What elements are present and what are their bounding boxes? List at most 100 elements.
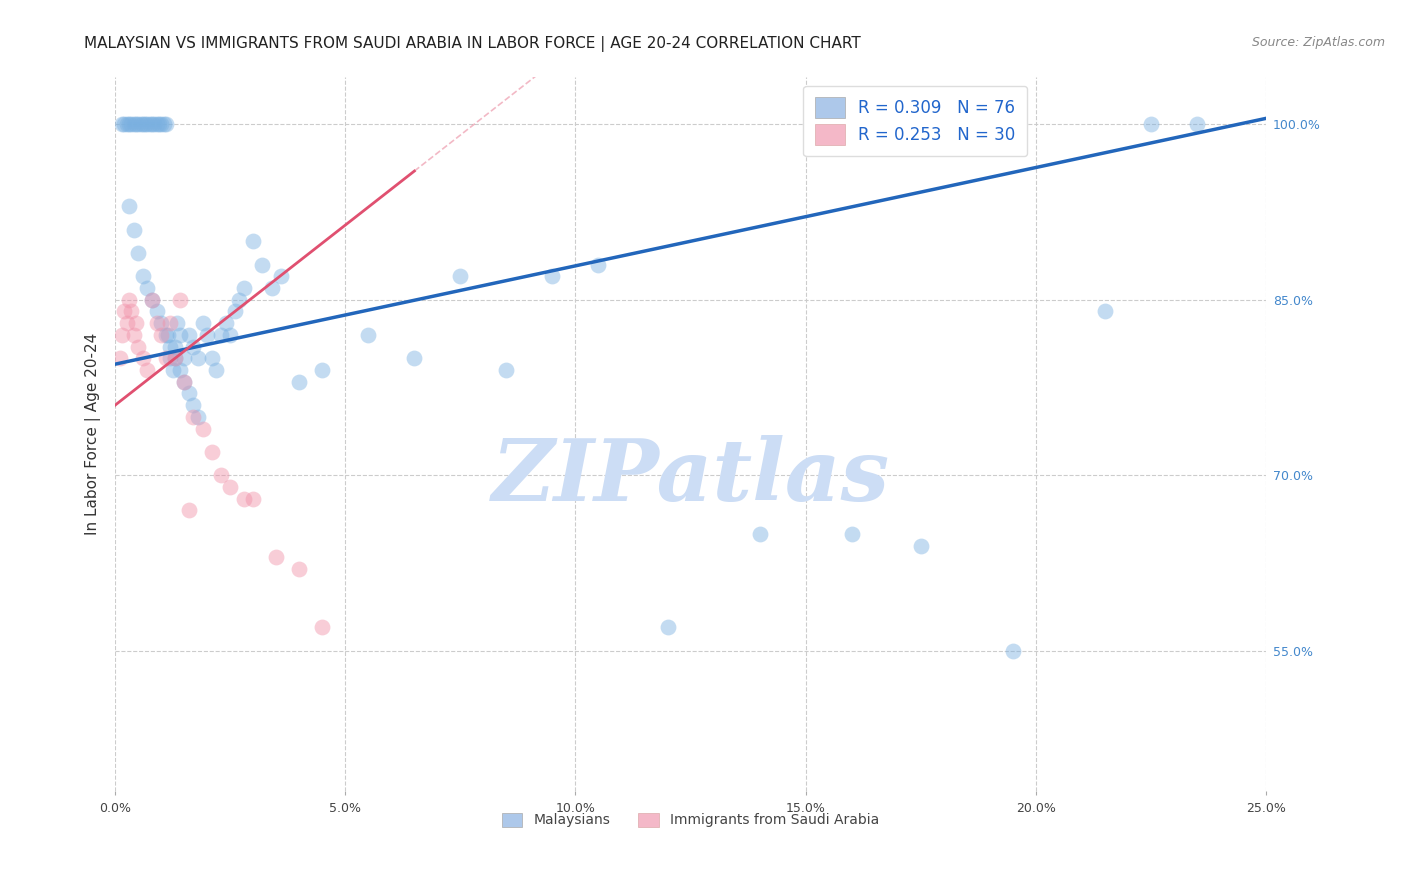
Point <box>115 117 138 131</box>
Point <box>155 327 177 342</box>
Point <box>120 304 142 318</box>
Point <box>111 327 134 342</box>
Point <box>155 117 177 131</box>
Point <box>191 316 214 330</box>
Point <box>136 363 159 377</box>
Point <box>118 293 141 307</box>
Point <box>404 351 426 366</box>
Point <box>136 281 159 295</box>
Point <box>228 293 250 307</box>
Point <box>311 620 333 634</box>
Point <box>233 491 256 506</box>
Point <box>910 539 932 553</box>
Point <box>214 316 236 330</box>
Point <box>136 117 159 131</box>
Point <box>150 117 173 131</box>
Point <box>266 550 288 565</box>
Point <box>150 327 173 342</box>
Point <box>145 316 167 330</box>
Point <box>145 304 167 318</box>
Point <box>219 480 242 494</box>
Point <box>169 293 191 307</box>
Point <box>138 117 160 131</box>
Point <box>141 117 163 131</box>
Point <box>125 117 148 131</box>
Point <box>118 199 141 213</box>
Point <box>159 340 181 354</box>
Text: ZIPatlas: ZIPatlas <box>492 435 890 519</box>
Point <box>155 351 177 366</box>
Point <box>150 316 173 330</box>
Point <box>169 363 191 377</box>
Text: Source: ZipAtlas.com: Source: ZipAtlas.com <box>1251 36 1385 49</box>
Point <box>127 340 149 354</box>
Point <box>1094 304 1116 318</box>
Point <box>205 363 228 377</box>
Point <box>270 269 292 284</box>
Point <box>495 363 517 377</box>
Point <box>1001 644 1024 658</box>
Point <box>449 269 471 284</box>
Point <box>134 117 156 131</box>
Point <box>242 491 264 506</box>
Point <box>219 327 242 342</box>
Text: MALAYSIAN VS IMMIGRANTS FROM SAUDI ARABIA IN LABOR FORCE | AGE 20-24 CORRELATION: MALAYSIAN VS IMMIGRANTS FROM SAUDI ARABI… <box>84 36 860 52</box>
Point <box>169 327 191 342</box>
Point <box>224 304 246 318</box>
Point <box>132 269 155 284</box>
Point <box>177 386 200 401</box>
Point <box>163 351 186 366</box>
Point <box>163 351 186 366</box>
Point <box>127 246 149 260</box>
Point <box>132 351 155 366</box>
Point <box>157 327 180 342</box>
Point <box>122 327 145 342</box>
Point <box>112 117 135 131</box>
Point <box>357 327 380 342</box>
Point <box>177 503 200 517</box>
Point <box>152 117 174 131</box>
Point <box>108 351 131 366</box>
Point <box>209 468 232 483</box>
Point <box>260 281 283 295</box>
Point <box>159 351 181 366</box>
Point <box>118 117 141 131</box>
Point <box>201 445 224 459</box>
Point <box>183 409 205 424</box>
Point <box>209 327 232 342</box>
Point <box>173 375 195 389</box>
Point <box>159 316 181 330</box>
Point <box>173 351 195 366</box>
Point <box>141 293 163 307</box>
Point <box>143 117 166 131</box>
Point <box>288 562 311 576</box>
Point <box>252 258 274 272</box>
Point <box>841 526 863 541</box>
Point <box>127 117 149 131</box>
Point <box>163 340 186 354</box>
Point <box>145 117 167 131</box>
Point <box>162 363 184 377</box>
Point <box>588 258 610 272</box>
Point <box>112 304 135 318</box>
Point <box>233 281 256 295</box>
Point <box>132 117 155 131</box>
Point <box>166 316 188 330</box>
Point <box>183 340 205 354</box>
Point <box>657 620 679 634</box>
Point <box>1185 117 1208 131</box>
Point <box>183 398 205 412</box>
Point <box>187 409 209 424</box>
Point <box>177 327 200 342</box>
Y-axis label: In Labor Force | Age 20-24: In Labor Force | Age 20-24 <box>86 334 101 535</box>
Point <box>288 375 311 389</box>
Point <box>191 421 214 435</box>
Point <box>541 269 564 284</box>
Point <box>122 117 145 131</box>
Point <box>187 351 209 366</box>
Point <box>111 117 134 131</box>
Point <box>242 234 264 248</box>
Point <box>115 316 138 330</box>
Point <box>125 316 148 330</box>
Point <box>148 117 170 131</box>
